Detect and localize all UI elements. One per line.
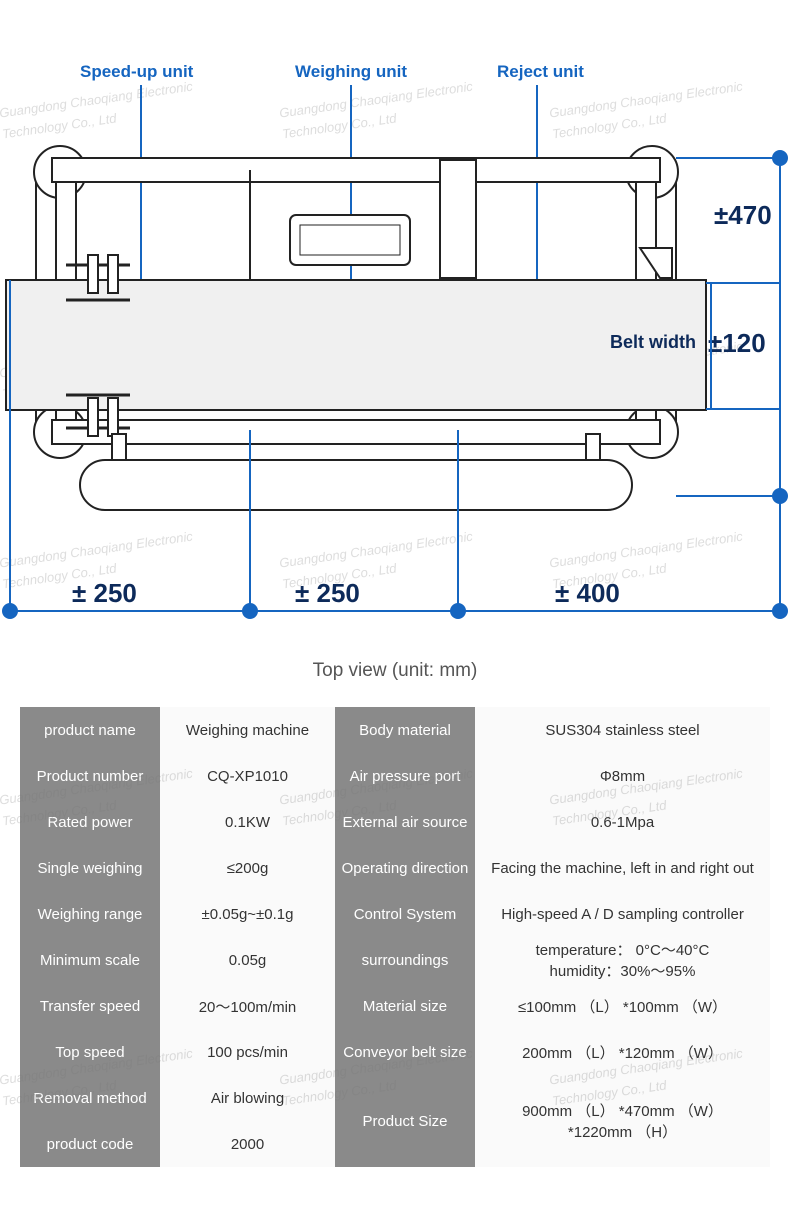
- table-row: Transfer speed20～100m/minMaterial size≤1…: [20, 983, 770, 1029]
- diagram-area: Guangdong Chaoqiang Electronic Technolog…: [0, 0, 790, 640]
- spec-value: temperature： 0°C～40°C humidity：30%～95%: [475, 937, 770, 983]
- spec-label: Product Size: [335, 1075, 475, 1167]
- dim-line: [457, 430, 459, 610]
- spec-label: Control System: [335, 891, 475, 937]
- spec-value: ≤100mm （L） *100mm （W）: [475, 983, 770, 1029]
- spec-value: CQ-XP1010: [160, 753, 335, 799]
- spec-value: 200mm （L） *120mm （W）: [475, 1029, 770, 1075]
- spec-label: Rated power: [20, 799, 160, 845]
- table-row: Single weighing≤200gOperating directionF…: [20, 845, 770, 891]
- dim-250a: ± 250: [72, 578, 137, 609]
- dim-line: [249, 430, 251, 610]
- spec-value: SUS304 stainless steel: [475, 707, 770, 753]
- spec-label: product code: [20, 1121, 160, 1167]
- spec-label: Transfer speed: [20, 983, 160, 1029]
- table-row: Minimum scale0.05gsurroundingstemperatur…: [20, 937, 770, 983]
- machine-drawing: [0, 0, 790, 640]
- spec-label: Body material: [335, 707, 475, 753]
- dim-120: ±120: [708, 328, 766, 359]
- spec-value: High-speed A / D sampling controller: [475, 891, 770, 937]
- spec-label: Material size: [335, 983, 475, 1029]
- spec-value: 900mm （L） *470mm （W） *1220mm （H）: [475, 1075, 770, 1167]
- dim-line: [706, 408, 780, 410]
- spec-value: 2000: [160, 1121, 335, 1167]
- spec-label: Single weighing: [20, 845, 160, 891]
- dim-line: [710, 282, 712, 410]
- spec-value: ≤200g: [160, 845, 335, 891]
- dim-line: [676, 495, 782, 497]
- spec-value: 0.05g: [160, 937, 335, 983]
- spec-value: Facing the machine, left in and right ou…: [475, 845, 770, 891]
- dim-line: [779, 496, 781, 610]
- dim-250b: ± 250: [295, 578, 360, 609]
- table-row: Weighing range±0.05g~±0.1gControl System…: [20, 891, 770, 937]
- spec-value: 20～100m/min: [160, 983, 335, 1029]
- table-row: Removal methodAir blowingProduct Size900…: [20, 1075, 770, 1121]
- spec-value: Weighing machine: [160, 707, 335, 753]
- spec-label: Air pressure port: [335, 753, 475, 799]
- table-row: Top speed100 pcs/minConveyor belt size20…: [20, 1029, 770, 1075]
- spec-value: 0.6-1Mpa: [475, 799, 770, 845]
- table-row: Rated power0.1KWExternal air source0.6-1…: [20, 799, 770, 845]
- dim-line: [779, 158, 781, 494]
- dim-470: ±470: [714, 200, 772, 231]
- dim-line: [9, 280, 11, 610]
- table-row: Product numberCQ-XP1010Air pressure port…: [20, 753, 770, 799]
- table-row: product nameWeighing machineBody materia…: [20, 707, 770, 753]
- spec-label: Removal method: [20, 1075, 160, 1121]
- spec-label: Minimum scale: [20, 937, 160, 983]
- spec-value: Air blowing: [160, 1075, 335, 1121]
- spec-value: ±0.05g~±0.1g: [160, 891, 335, 937]
- spec-label: Operating direction: [335, 845, 475, 891]
- spec-label: Conveyor belt size: [335, 1029, 475, 1075]
- spec-value: Φ8mm: [475, 753, 770, 799]
- dim-400: ± 400: [555, 578, 620, 609]
- spec-label: Top speed: [20, 1029, 160, 1075]
- spec-label: External air source: [335, 799, 475, 845]
- belt-width-label: Belt width: [610, 332, 696, 353]
- spec-label: product name: [20, 707, 160, 753]
- spec-label: surroundings: [335, 937, 475, 983]
- spec-table: product nameWeighing machineBody materia…: [20, 707, 770, 1167]
- dim-line: [10, 610, 780, 612]
- spec-value: 0.1KW: [160, 799, 335, 845]
- dim-line: [676, 157, 782, 159]
- spec-value: 100 pcs/min: [160, 1029, 335, 1075]
- spec-label: Weighing range: [20, 891, 160, 937]
- spec-label: Product number: [20, 753, 160, 799]
- dim-line: [706, 282, 780, 284]
- diagram-caption: Top view (unit: mm): [0, 660, 790, 682]
